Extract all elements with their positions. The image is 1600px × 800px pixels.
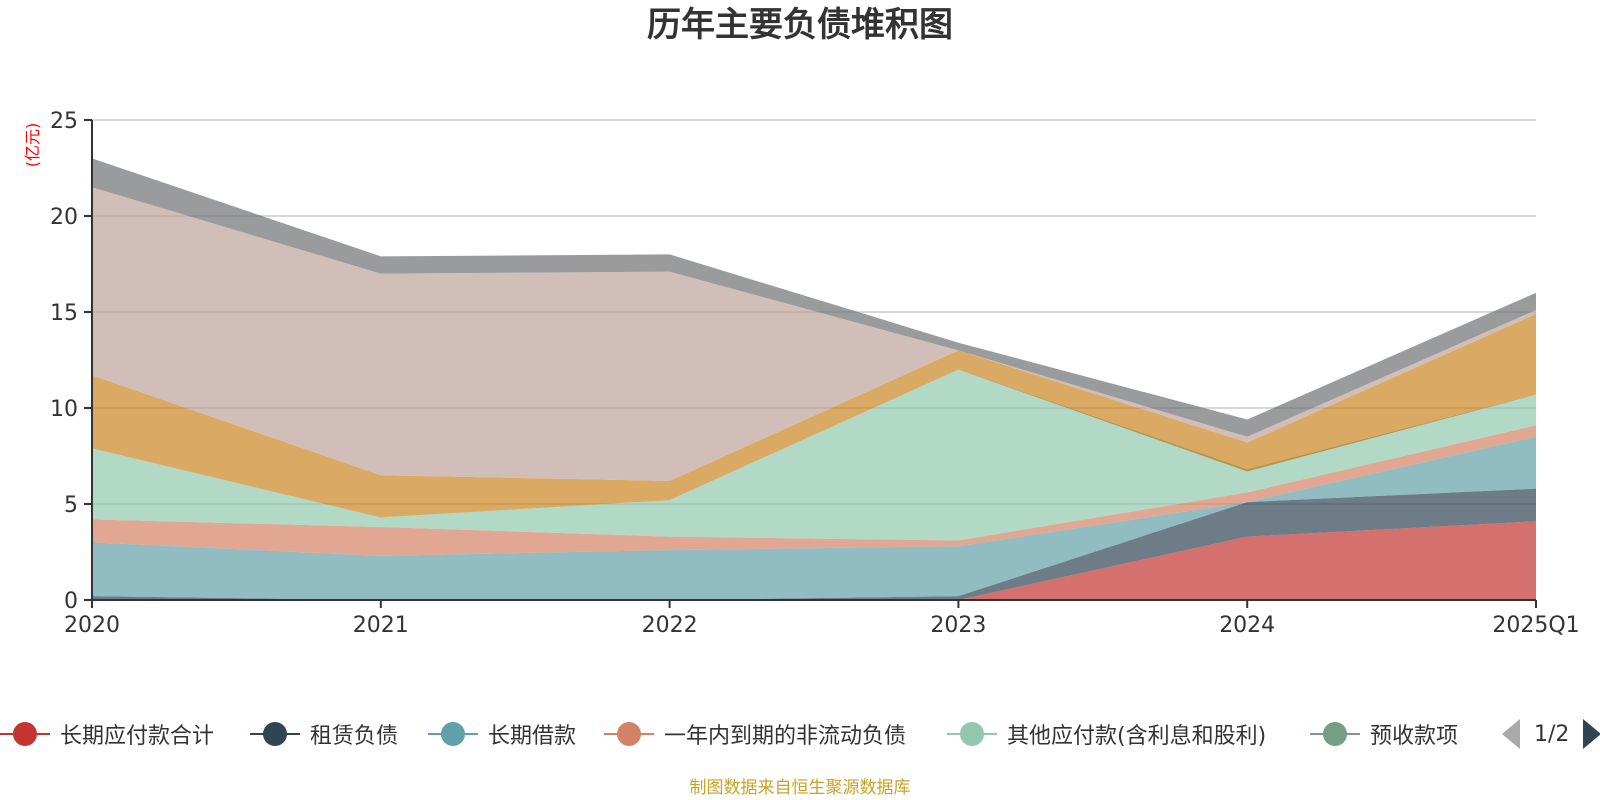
y-tick-label: 10 bbox=[50, 397, 78, 422]
y-tick-label: 5 bbox=[64, 493, 78, 518]
area-2[interactable] bbox=[92, 436, 1536, 600]
source-note: 制图数据来自恒生聚源数据库 bbox=[689, 778, 911, 798]
legend-prev-page-icon[interactable] bbox=[1502, 719, 1520, 749]
legend-item-label: 长期应付款合计 bbox=[60, 724, 215, 749]
x-tick-label: 2021 bbox=[353, 613, 409, 638]
legend-item-label: 一年内到期的非流动负债 bbox=[664, 724, 907, 749]
x-tick-label: 2022 bbox=[642, 613, 698, 638]
legend-item-4[interactable]: 其他应付款(含利息和股利) bbox=[947, 714, 1266, 754]
legend-item-5[interactable]: 预收款项 bbox=[1310, 714, 1458, 754]
area-1[interactable] bbox=[92, 488, 1536, 600]
y-tick-label: 15 bbox=[50, 301, 78, 326]
legend-pager: 1/2 bbox=[1500, 714, 1600, 754]
area-7[interactable] bbox=[92, 187, 1536, 481]
legend-item-label: 租赁负债 bbox=[310, 724, 399, 749]
x-tick-label: 2025Q1 bbox=[1492, 613, 1579, 638]
y-tick-label: 25 bbox=[50, 109, 78, 134]
x-tick-label: 2024 bbox=[1219, 613, 1275, 638]
legend-next-page-icon[interactable] bbox=[1583, 719, 1600, 749]
y-tick-label: 20 bbox=[50, 205, 78, 230]
legend-marker-icon bbox=[1310, 722, 1360, 746]
legend-item-2[interactable]: 长期借款 bbox=[428, 714, 576, 754]
legend-marker-icon bbox=[947, 722, 997, 746]
area-series bbox=[92, 158, 1536, 600]
x-tick-label: 2020 bbox=[64, 613, 120, 638]
legend-item-0[interactable]: 长期应付款合计 bbox=[0, 714, 214, 754]
legend-page-indicator: 1/2 bbox=[1534, 721, 1570, 747]
area-3[interactable] bbox=[92, 425, 1536, 556]
legend-marker-icon bbox=[428, 722, 478, 746]
y-tick-label: 0 bbox=[64, 589, 78, 614]
legend-item-label: 长期借款 bbox=[488, 724, 577, 749]
legend-marker-icon bbox=[604, 722, 654, 746]
legend-marker-icon bbox=[250, 722, 300, 746]
axes: 0 5 10 15 20 25 2020 2021 2022 2023 2024 2025Q1 bbox=[50, 109, 1580, 638]
legend-item-label: 其他应付款(含利息和股利) bbox=[1007, 724, 1267, 749]
area-0[interactable] bbox=[92, 521, 1536, 600]
y-axis-unit-label: (亿元) bbox=[23, 123, 42, 168]
chart-title: 历年主要负债堆积图 bbox=[647, 5, 953, 45]
legend-marker-icon bbox=[0, 722, 50, 746]
legend-item-3[interactable]: 一年内到期的非流动负债 bbox=[604, 714, 906, 754]
area-4[interactable] bbox=[92, 369, 1536, 541]
legend-item-1[interactable]: 租赁负债 bbox=[250, 714, 398, 754]
legend-item-label: 预收款项 bbox=[1370, 724, 1459, 749]
x-tick-label: 2023 bbox=[930, 613, 986, 638]
